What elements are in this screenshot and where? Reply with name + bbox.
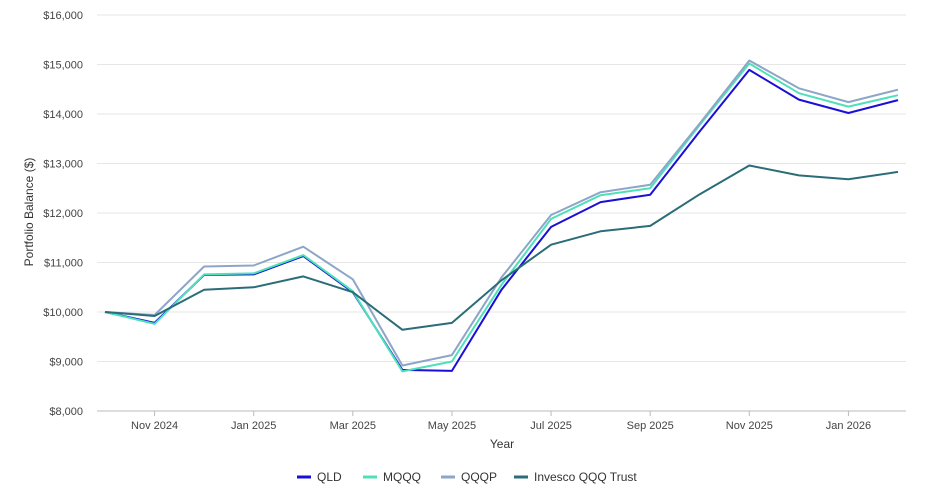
x-tick-label: Nov 2025: [726, 420, 773, 432]
y-tick-label: $11,000: [44, 258, 83, 270]
y-axis: $8,000 $9,000 $10,000 $11,000 $12,000 $13,000…: [43, 10, 83, 418]
y-tick-label: $8,000: [49, 406, 83, 418]
y-tick-label: $10,000: [43, 307, 83, 319]
y-tick-label: $14,000: [43, 109, 83, 121]
y-tick-label: $12,000: [43, 208, 83, 220]
legend-label: Invesco QQQ Trust: [534, 470, 637, 484]
legend-item-qqqp[interactable]: QQQP: [441, 470, 497, 484]
grid-lines: [97, 14, 906, 412]
series-line-qld: [104, 68, 899, 372]
legend-item-mqqq[interactable]: MQQQ: [363, 470, 421, 484]
x-tick-label: Sep 2025: [627, 420, 674, 432]
x-tick-label: Jan 2026: [826, 420, 871, 432]
legend-label: QLD: [317, 470, 342, 484]
x-axis-title: Year: [490, 437, 514, 451]
legend-label: MQQQ: [383, 470, 421, 484]
x-axis: Nov 2024 Jan 2025 Mar 2025 May 2025 Jul 2025…: [131, 411, 871, 432]
legend-item-qld[interactable]: QLD: [297, 470, 342, 484]
x-tick-label: Nov 2024: [131, 420, 178, 432]
series-line-invesco-qqq-trust: [104, 164, 899, 331]
series-line-mqqq: [104, 62, 899, 373]
x-tick-label: May 2025: [428, 420, 476, 432]
legend-item-invesco-qqq-trust[interactable]: Invesco QQQ Trust: [514, 470, 637, 484]
y-tick-label: $15,000: [43, 60, 83, 72]
series-lines: [104, 59, 899, 373]
legend: QLD MQQQ QQQP Invesco QQQ Trust: [297, 470, 637, 484]
y-tick-label: $9,000: [49, 357, 83, 369]
series-line-qqqp: [104, 59, 899, 367]
y-tick-label: $16,000: [43, 10, 83, 22]
x-tick-label: Mar 2025: [330, 420, 376, 432]
y-tick-label: $13,000: [43, 159, 83, 171]
x-tick-label: Jul 2025: [530, 420, 572, 432]
y-axis-title: Portfolio Balance ($): [22, 158, 36, 267]
legend-label: QQQP: [461, 470, 497, 484]
x-tick-label: Jan 2025: [231, 420, 276, 432]
